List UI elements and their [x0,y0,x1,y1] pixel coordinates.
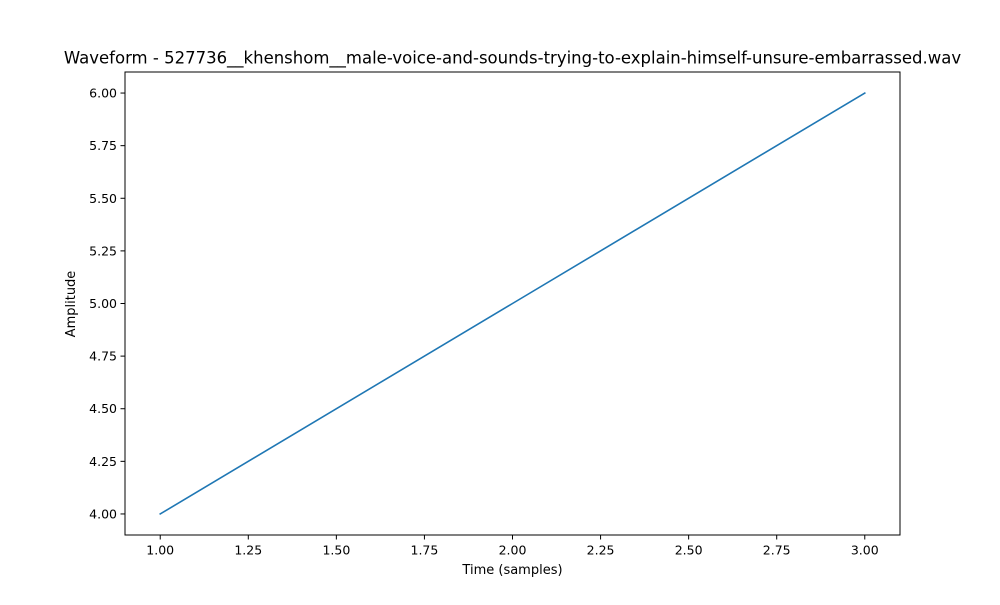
y-tick-label: 4.50 [89,401,117,416]
x-tick-label: 1.25 [234,543,262,558]
y-tick-label: 5.25 [89,243,117,258]
x-tick-label: 1.00 [146,543,174,558]
y-tick-label: 4.00 [89,506,117,521]
x-axis-label: Time (samples) [461,563,562,578]
waveform-line [159,91,866,516]
y-tick-label: 6.00 [89,86,117,101]
x-axis: 1.00 1.25 1.50 1.75 2.00 2.25 2.50 2.75 3.00 [146,535,879,558]
series-layer [159,91,866,516]
y-tick-label: 5.50 [89,191,117,206]
y-axis: 4.00 4.25 4.50 4.75 5.00 5.25 5.50 5.75 6.00 [89,86,125,521]
chart-title: Waveform - 527736__khenshom__male-voice-… [64,49,961,69]
x-tick-label: 2.00 [499,543,527,558]
y-tick-label: 5.75 [89,138,117,153]
x-tick-label: 1.50 [322,543,350,558]
y-tick-label: 4.75 [89,349,117,364]
y-tick-label: 4.25 [89,454,117,469]
y-axis-label: Amplitude [64,271,79,338]
x-tick-label: 2.50 [675,543,703,558]
x-tick-label: 2.25 [587,543,615,558]
x-tick-label: 1.75 [411,543,439,558]
x-tick-label: 2.75 [763,543,791,558]
x-tick-label: 3.00 [851,543,879,558]
y-tick-label: 5.00 [89,296,117,311]
